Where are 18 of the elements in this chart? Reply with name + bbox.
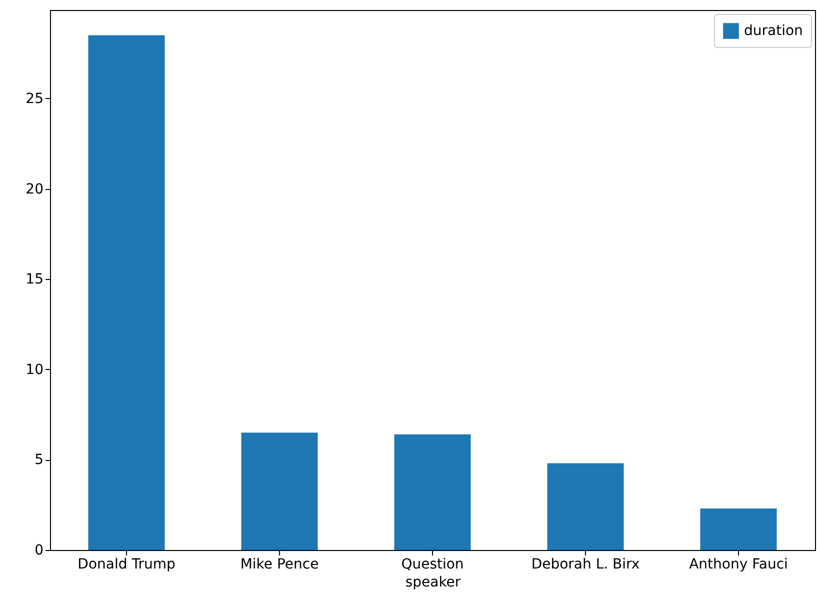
- x-tick-label: Mike Pence: [240, 556, 319, 572]
- x-axis-title: speaker: [405, 574, 461, 590]
- y-tick-label: 5: [34, 452, 44, 468]
- x-tick-label: Donald Trump: [78, 556, 176, 572]
- bar: [241, 432, 318, 550]
- bar: [700, 508, 777, 550]
- y-tick-label: 25: [26, 90, 44, 107]
- y-tick-label: 10: [26, 362, 44, 378]
- y-tick-label: 20: [26, 181, 44, 198]
- bar: [394, 434, 471, 550]
- x-tick-label: Anthony Fauci: [689, 556, 788, 572]
- bar: [547, 463, 624, 550]
- legend-label: duration: [744, 23, 803, 39]
- x-tick-label: Deborah L. Birx: [531, 556, 640, 572]
- bar: [88, 35, 165, 550]
- y-tick-label: 0: [34, 542, 44, 558]
- y-tick-label: 15: [26, 272, 44, 288]
- x-tick-label: Question: [401, 556, 464, 572]
